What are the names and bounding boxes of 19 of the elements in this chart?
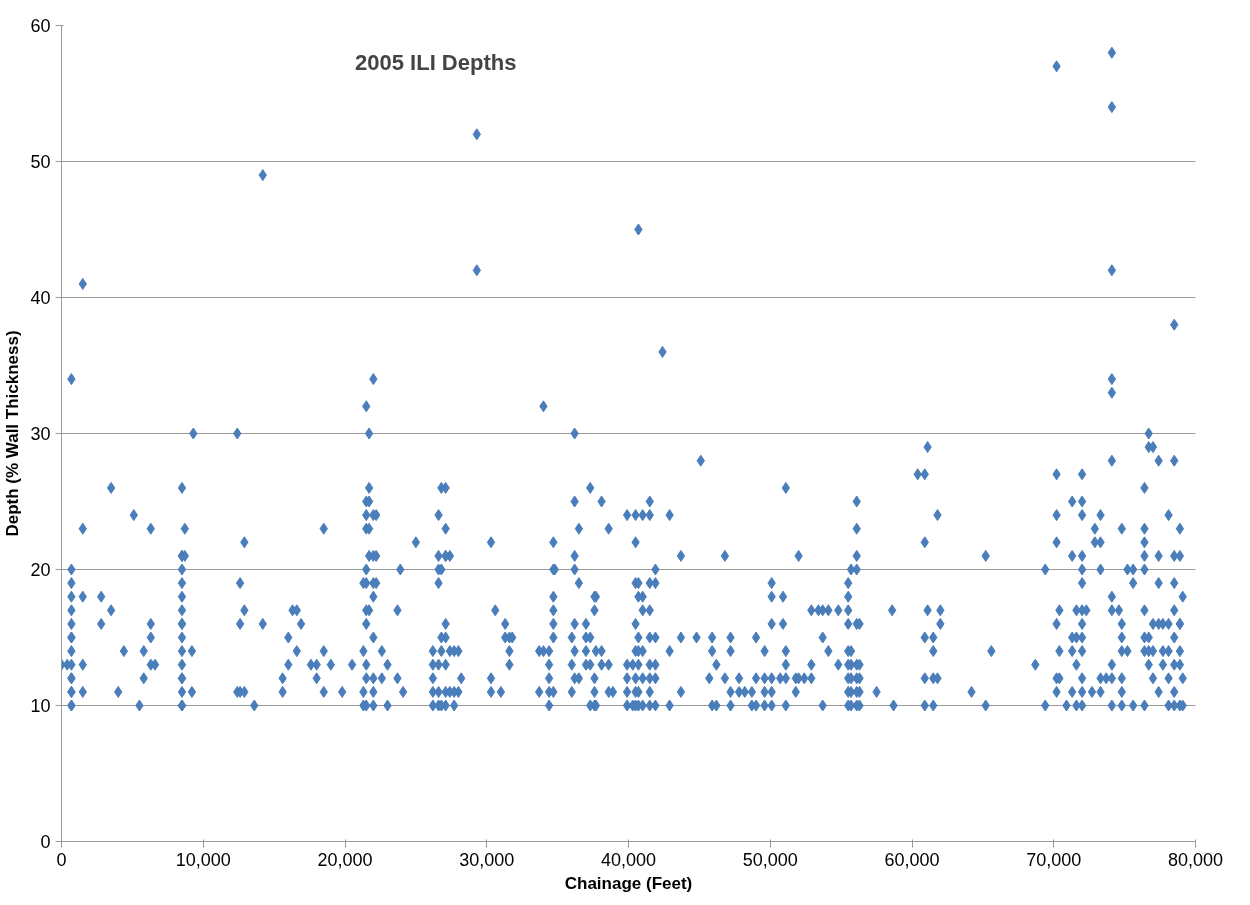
x-tick-label: 40,000 <box>600 849 657 870</box>
y-axis-title: Depth (% Wall Thickness) <box>3 330 23 537</box>
x-tick-label: 80,000 <box>1167 849 1224 870</box>
y-tick-label: 40 <box>30 288 51 308</box>
x-tick-label: 30,000 <box>459 849 515 870</box>
x-tick-label: 20,000 <box>317 849 373 870</box>
y-tick-label: 10 <box>30 696 51 716</box>
x-axis-title: Chainage (Feet) <box>564 873 693 893</box>
x-tick-label: 10,000 <box>175 849 231 870</box>
x-tick-label: 60,000 <box>884 849 940 870</box>
y-tick-label: 20 <box>30 560 51 580</box>
text: 2005 ILI Depths <box>355 49 517 75</box>
y-tick-label: 0 <box>40 832 51 852</box>
x-tick-label: 0 <box>56 849 67 870</box>
x-tick-label: 50,000 <box>742 849 798 870</box>
x-tick-label: 70,000 <box>1026 849 1082 870</box>
y-tick-label: 50 <box>30 152 51 172</box>
y-tick-label: 30 <box>30 424 51 444</box>
y-tick-label: 60 <box>30 16 51 36</box>
